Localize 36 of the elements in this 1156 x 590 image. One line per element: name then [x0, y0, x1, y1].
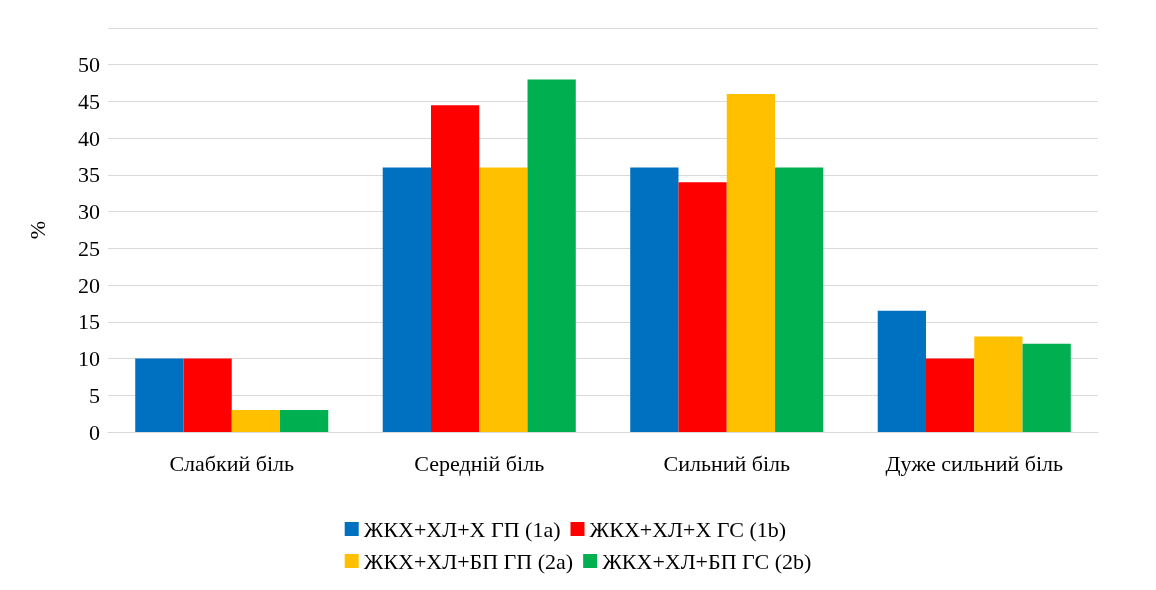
- bar: [925, 358, 975, 432]
- bar: [974, 336, 1023, 432]
- y-tick-label: 25: [78, 235, 100, 261]
- bar: [135, 358, 184, 432]
- y-axis-title: %: [24, 220, 50, 240]
- y-tick-label: 35: [78, 162, 100, 188]
- y-tick-label: 20: [78, 272, 100, 298]
- x-tick-label: Сильний біль: [663, 450, 791, 476]
- legend-label: ЖКХ+ХЛ+БП ГП (2a): [363, 548, 574, 574]
- bar: [382, 167, 431, 432]
- bar: [1022, 343, 1071, 432]
- legend-label: ЖКХ+ХЛ+Х ГС (1b): [589, 516, 787, 542]
- y-tick-label: 30: [78, 199, 100, 225]
- x-tick-label: Дуже сильний біль: [885, 450, 1064, 476]
- y-tick-label: 10: [78, 346, 100, 372]
- y-tick-label: 15: [78, 309, 100, 335]
- bar: [231, 409, 281, 432]
- bar: [877, 310, 926, 432]
- y-tick-label: 50: [78, 52, 100, 78]
- bar: [527, 79, 576, 432]
- legend-label: ЖКХ+ХЛ+Х ГП (1a): [363, 516, 561, 542]
- y-tick-label: 40: [78, 125, 100, 151]
- bar: [630, 167, 679, 432]
- bar: [280, 409, 329, 432]
- y-tick-label: 0: [89, 419, 100, 445]
- bar: [479, 167, 528, 432]
- bar: [678, 182, 727, 432]
- y-tick-label: 45: [78, 88, 100, 114]
- x-tick-label: Середній біль: [414, 450, 545, 476]
- bar: [430, 105, 480, 432]
- bar: [775, 167, 824, 432]
- y-tick-label: 5: [89, 382, 100, 408]
- bar: [726, 94, 776, 432]
- x-tick-label: Слабкий біль: [169, 450, 295, 476]
- bar: [183, 358, 232, 432]
- legend-label: ЖКХ+ХЛ+БП ГС (2b): [602, 548, 812, 574]
